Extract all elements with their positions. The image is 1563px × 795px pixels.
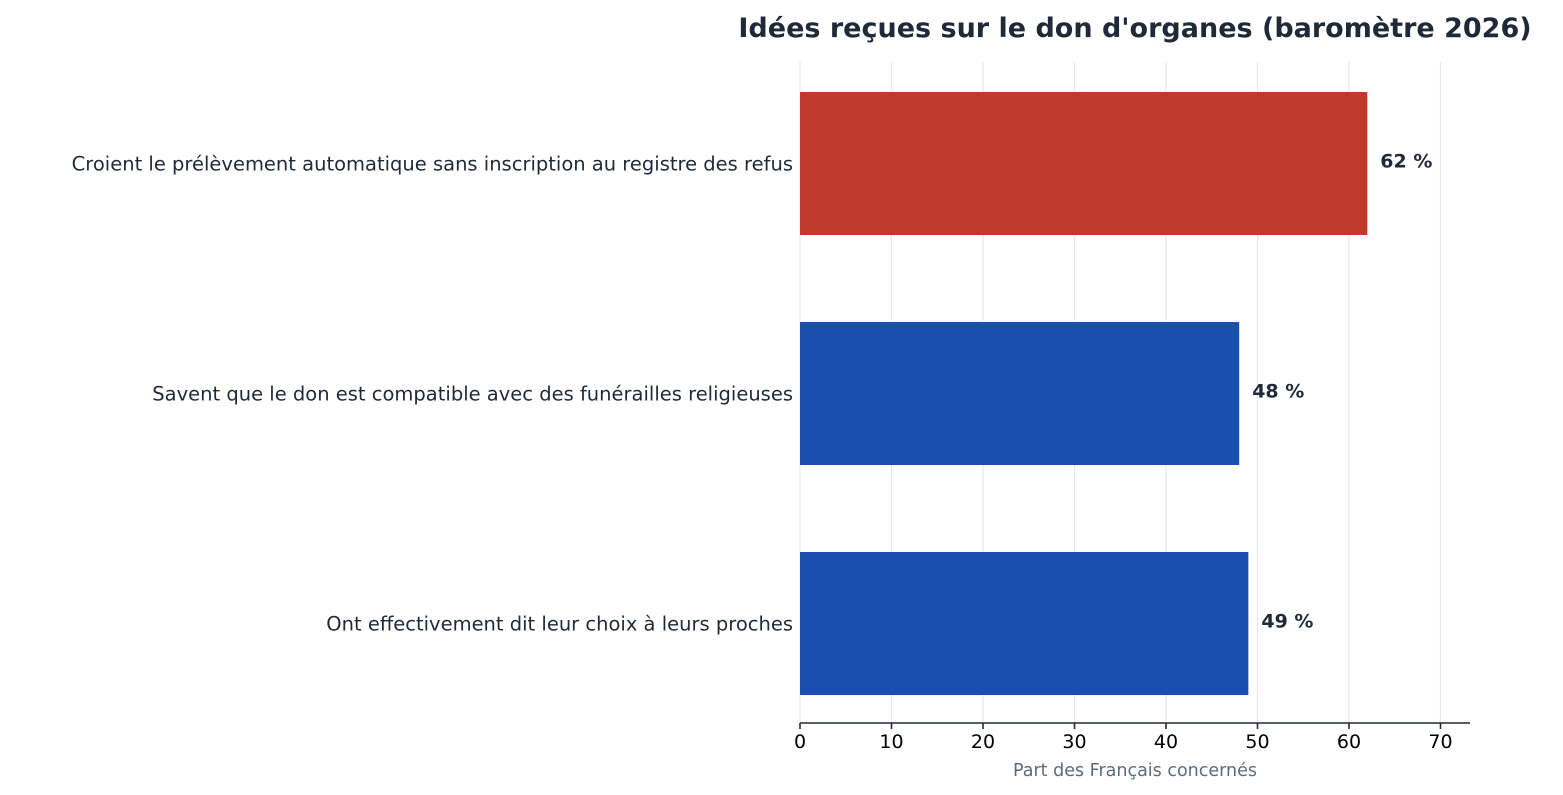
x-tick-label-20: 20 xyxy=(971,731,995,753)
x-tick-label-10: 10 xyxy=(879,731,903,753)
value-labels: 62 % 48 % 49 % xyxy=(1252,151,1432,633)
category-label-2: Savent que le don est compatible avec de… xyxy=(152,383,793,406)
category-label-3: Ont effectivement dit leur choix à leurs… xyxy=(326,613,793,636)
x-tick-label-30: 30 xyxy=(1062,731,1086,753)
bars xyxy=(800,92,1368,695)
bar-3 xyxy=(800,552,1249,695)
x-tick-label-0: 0 xyxy=(794,731,806,753)
x-tick-label-40: 40 xyxy=(1154,731,1178,753)
bar-1 xyxy=(800,92,1368,235)
value-label-3: 49 % xyxy=(1261,611,1313,633)
chart-title: Idées reçues sur le don d'organes (barom… xyxy=(738,13,1531,44)
value-label-2: 48 % xyxy=(1252,381,1304,403)
category-labels: Croient le prélèvement automatique sans … xyxy=(72,153,793,636)
x-axis-ticks: 0 10 20 30 40 50 60 70 xyxy=(794,723,1453,753)
x-axis-label: Part des Français concernés xyxy=(1013,761,1257,781)
category-label-1: Croient le prélèvement automatique sans … xyxy=(72,153,793,176)
x-tick-label-70: 70 xyxy=(1428,731,1452,753)
bar-2 xyxy=(800,322,1240,465)
x-tick-label-50: 50 xyxy=(1245,731,1269,753)
x-tick-label-60: 60 xyxy=(1337,731,1361,753)
value-label-1: 62 % xyxy=(1380,151,1432,173)
